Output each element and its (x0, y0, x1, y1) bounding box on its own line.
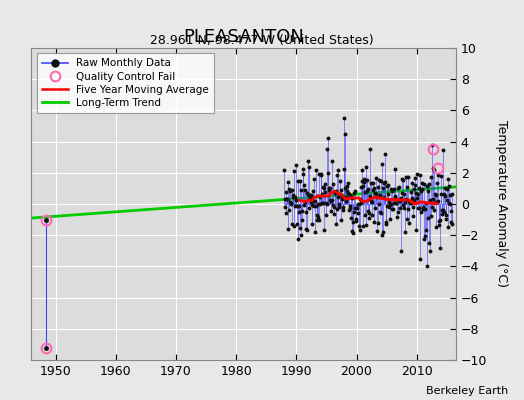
Text: 28.961 N, 98.477 W (United States): 28.961 N, 98.477 W (United States) (150, 34, 374, 47)
Text: Berkeley Earth: Berkeley Earth (426, 386, 508, 396)
Y-axis label: Temperature Anomaly (°C): Temperature Anomaly (°C) (495, 120, 508, 288)
Legend: Raw Monthly Data, Quality Control Fail, Five Year Moving Average, Long-Term Tren: Raw Monthly Data, Quality Control Fail, … (37, 53, 214, 113)
Title: PLEASANTON: PLEASANTON (183, 28, 304, 46)
